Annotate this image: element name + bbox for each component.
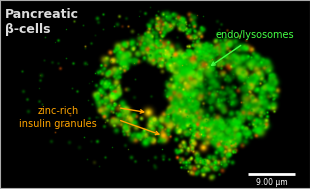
Text: endo/lysosomes: endo/lysosomes — [216, 30, 294, 40]
Text: zinc-rich
insulin granules: zinc-rich insulin granules — [19, 106, 97, 129]
Text: 9.00 μm: 9.00 μm — [256, 177, 287, 187]
Text: Pancreatic
β-cells: Pancreatic β-cells — [5, 8, 79, 36]
